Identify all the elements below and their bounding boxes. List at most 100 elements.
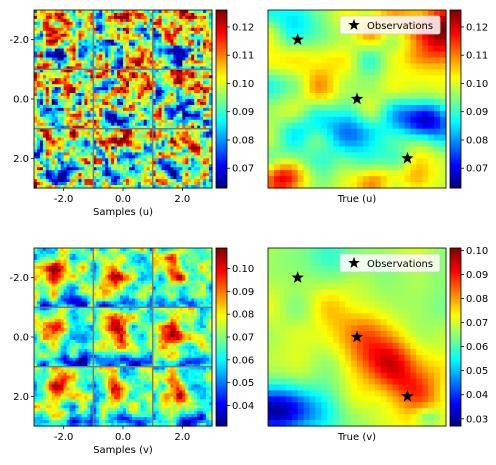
true-u-panel-cell bbox=[285, 104, 293, 112]
samples-u-panel-sample-cell bbox=[108, 27, 112, 32]
samples-u-panel-sample-cell bbox=[164, 18, 169, 23]
true-u-panel-cell bbox=[422, 69, 429, 76]
samples-u-panel-sample-cell bbox=[84, 182, 88, 186]
samples-u-panel-sample-cell bbox=[60, 110, 65, 115]
samples-u-panel-sample-cell bbox=[185, 48, 189, 53]
samples-v-panel-sample-cell bbox=[34, 286, 38, 291]
samples-u-panel-sample-cell bbox=[131, 110, 136, 115]
samples-u-panel-sample-cell bbox=[123, 15, 127, 20]
samples-v-panel-sample-cell bbox=[48, 277, 53, 282]
samples-u-panel-sample-cell bbox=[90, 93, 94, 97]
samples-v-panel-sample-cell bbox=[72, 280, 77, 285]
samples-v-panel-sample-cell bbox=[34, 342, 38, 347]
samples-v-panel-sample-cell bbox=[78, 292, 83, 297]
samples-u-panel-sample-cell bbox=[48, 96, 53, 100]
samples-u-panel-sample-cell bbox=[57, 27, 62, 32]
samples-u-panel-sample-cell bbox=[105, 54, 109, 59]
samples-u-panel-sample-cell bbox=[75, 137, 80, 142]
samples-u-panel-sample-cell bbox=[78, 69, 83, 73]
samples-u-panel-sample-cell bbox=[155, 173, 160, 177]
samples-u-panel-sample-cell bbox=[75, 12, 80, 17]
samples-u-panel-sample-cell bbox=[173, 90, 177, 94]
samples-u-panel-sample-cell bbox=[209, 10, 213, 14]
true-u-panel-cell bbox=[386, 116, 394, 124]
samples-u-panel-sample-cell bbox=[87, 60, 91, 64]
true-u-panel-cell bbox=[351, 122, 358, 130]
samples-u-panel-sample-cell bbox=[51, 27, 56, 32]
samples-v-panel-sample-cell bbox=[34, 259, 38, 264]
samples-u-panel-sample-cell bbox=[200, 125, 204, 130]
samples-u-panel-sample-cell bbox=[105, 72, 109, 76]
samples-u-panel-sample-cell bbox=[66, 140, 71, 145]
samples-u-panel-sample-cell bbox=[39, 72, 44, 76]
samples-u-panel-sample-cell bbox=[45, 167, 50, 171]
samples-u-panel-sample-cell bbox=[206, 42, 210, 47]
samples-u-panel-sample-cell bbox=[63, 107, 68, 112]
true-u-panel-cell bbox=[285, 51, 293, 59]
samples-u-panel-sample-cell bbox=[173, 155, 177, 159]
samples-u-panel-sample-cell bbox=[72, 27, 77, 32]
samples-u-panel-sample-cell bbox=[57, 93, 62, 97]
samples-u-panel-sample-cell bbox=[42, 42, 47, 47]
samples-u-panel-sample-cell bbox=[39, 161, 44, 165]
samples-u-panel-sample-cell bbox=[34, 81, 38, 85]
true-u-panel-cell bbox=[327, 87, 334, 94]
samples-v-panel-sample-cell bbox=[63, 304, 68, 308]
samples-u-panel-sample-cell bbox=[108, 158, 112, 162]
samples-u-panel-sample-cell bbox=[87, 21, 91, 26]
samples-v-panel-sample-cell bbox=[78, 268, 83, 273]
true-u-panel-cell bbox=[303, 27, 311, 35]
samples-u-panel-sample-cell bbox=[170, 48, 175, 53]
samples-u-panel-sample-cell bbox=[206, 96, 210, 100]
samples-u-panel-sample-cell bbox=[90, 63, 94, 67]
samples-u-panel-sample-cell bbox=[54, 75, 59, 79]
samples-u-panel-sample-cell bbox=[134, 54, 139, 59]
samples-u-panel-sample-cell bbox=[42, 93, 47, 97]
samples-u-panel-sample-cell bbox=[128, 78, 133, 82]
samples-u-panel-sample-cell bbox=[34, 21, 38, 26]
true-u-panel-cell bbox=[434, 170, 441, 177]
samples-u-panel-sample-cell bbox=[149, 42, 154, 47]
samples-u-panel-sample-cell bbox=[143, 134, 148, 139]
samples-u-panel-sample-cell bbox=[161, 10, 166, 14]
samples-u-panel-sample-cell bbox=[131, 15, 136, 20]
samples-u-panel-sample-cell bbox=[134, 113, 139, 118]
true-u-panel-cell bbox=[392, 33, 400, 41]
samples-u-panel-sample-cell bbox=[63, 164, 68, 168]
samples-u-panel-sample-cell bbox=[63, 39, 68, 44]
samples-u-panel-sample-cell bbox=[72, 164, 77, 168]
samples-u-panel-sample-cell bbox=[164, 185, 169, 189]
samples-u-panel-sample-cell bbox=[96, 116, 100, 121]
samples-u-panel-sample-cell bbox=[84, 10, 88, 14]
samples-u-panel-sample-cell bbox=[84, 48, 88, 53]
samples-u-panel-sample-cell bbox=[84, 167, 88, 171]
samples-u-panel-sample-cell bbox=[203, 81, 207, 85]
samples-u-panel-sample-cell bbox=[188, 158, 192, 162]
samples-u-panel-sample-cell bbox=[54, 45, 59, 50]
samples-u-panel-sample-cell bbox=[63, 116, 68, 121]
samples-u-panel-sample-cell bbox=[194, 116, 198, 121]
samples-u-panel-sample-cell bbox=[146, 122, 151, 127]
samples-u-panel-sample-cell bbox=[155, 182, 160, 186]
true-u-panel-cell bbox=[422, 63, 429, 70]
samples-u-panel-sample-cell bbox=[69, 152, 74, 156]
samples-u-panel-sample-cell bbox=[42, 51, 47, 56]
samples-v-panel-sample-cell bbox=[90, 268, 94, 273]
samples-u-panel-sample-cell bbox=[120, 131, 124, 136]
samples-u-panel-sample-cell bbox=[137, 15, 142, 20]
samples-u-panel-sample-cell bbox=[66, 134, 71, 139]
samples-u-panel-sample-cell bbox=[51, 18, 56, 23]
samples-u-panel-sample-cell bbox=[75, 10, 80, 14]
samples-u-panel-sample-cell bbox=[111, 48, 115, 53]
samples-u-panel-sample-cell bbox=[69, 116, 74, 121]
samples-u-panel-sample-cell bbox=[75, 96, 80, 100]
samples-v-panel-sample-cell bbox=[36, 274, 41, 279]
samples-u-panel-sample-cell bbox=[48, 164, 53, 168]
samples-u-panel-sample-cell bbox=[120, 21, 124, 26]
samples-u-panel-sample-cell bbox=[96, 84, 100, 88]
samples-u-panel-sample-cell bbox=[161, 90, 166, 94]
samples-u-panel-sample-cell bbox=[102, 21, 106, 26]
samples-u-panel-sample-cell bbox=[125, 99, 130, 103]
samples-u-panel-sample-cell bbox=[158, 167, 163, 171]
samples-u-panel-sample-cell bbox=[176, 110, 180, 115]
